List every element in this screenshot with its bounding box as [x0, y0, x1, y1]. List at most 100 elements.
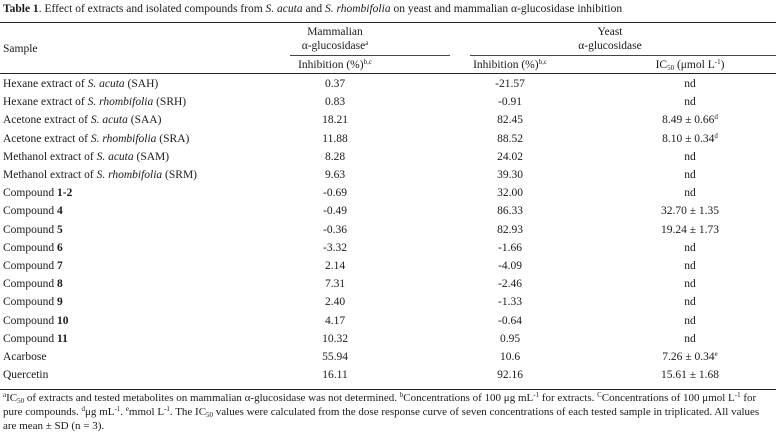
mammalian-inhibition-cell: 0.83	[324, 96, 346, 108]
inhibition-yeast-header: Inhibition (%)b,c	[455, 58, 565, 72]
sample-code: (SAM)	[133, 151, 170, 163]
header-text: α-glucosidase	[301, 40, 366, 52]
ic50-value: nd	[684, 78, 696, 90]
mammalian-inhibition-cell: -0.36	[323, 224, 347, 236]
footnote-marker: d	[714, 113, 718, 121]
footnote-text: . The IC	[169, 406, 207, 418]
ic50-value: nd	[684, 96, 696, 108]
sample-name-text: Compound	[3, 205, 57, 217]
yeast-inhibition-cell: 82.45	[497, 114, 523, 126]
header-line: α-glucosidase	[578, 40, 642, 52]
ic50-cell: 19.24 ± 1.73	[620, 223, 760, 237]
ic50-value: nd	[684, 296, 696, 308]
sample-name-cell: Acetone extract of S. rhombifolia (SRA)	[3, 132, 189, 146]
subscript: 50	[17, 397, 25, 405]
compound-number: 1-2	[57, 187, 73, 199]
yeast-inhibition-cell: -21.57	[495, 78, 525, 90]
footnote-marker: C	[597, 391, 602, 399]
yeast-inhibition-cell: 0.95	[499, 333, 521, 345]
sample-name-text: Compound	[3, 242, 57, 254]
species-name: S. rhombifolia	[96, 169, 163, 181]
ic50-value: nd	[684, 278, 696, 290]
sample-name-cell: Compound 1-2	[3, 186, 72, 200]
species-name: S. rhombifolia	[90, 133, 157, 145]
footnote-text: Concentrations of 100 μg mL	[403, 392, 534, 404]
ic50-cell: nd	[620, 314, 760, 328]
ic50-value: 19.24 ± 1.73	[660, 224, 720, 236]
sample-code: (SRM)	[162, 169, 197, 181]
sample-column-header: Sample	[3, 43, 38, 55]
ic50-cell: nd	[620, 168, 760, 182]
sample-name-cell: Compound 4	[3, 204, 63, 218]
sample-name-cell: Compound 10	[3, 314, 69, 328]
ic50-value: nd	[684, 333, 696, 345]
footnote-text: values were calculated from the dose res…	[3, 406, 760, 432]
yeast-column-header: Yeast α-glucosidase	[520, 25, 700, 53]
compound-number: 8	[57, 278, 63, 290]
sample-name-cell: Hexane extract of S. acuta (SAH)	[3, 77, 158, 91]
caption-species-1: S. acuta	[265, 3, 303, 15]
yeast-inhibition-cell: -0.91	[498, 96, 522, 108]
header-line: Mammalian	[307, 26, 363, 38]
caption-label: Table 1	[3, 3, 39, 15]
sample-name-text: Hexane extract of	[3, 96, 88, 108]
ic50-value: 8.49 ± 0.66	[662, 114, 715, 126]
caption-text: . Effect of extracts and isolated compou…	[38, 3, 266, 15]
sample-name-cell: Methanol extract of S. acuta (SAM)	[3, 150, 169, 164]
footnote-marker: e	[125, 405, 129, 413]
footnote-text: IC	[6, 392, 18, 404]
mammalian-inhibition-cell: 11.88	[322, 133, 348, 145]
footnote-marker: b,c	[538, 58, 547, 66]
footnote-text: for pure compounds.	[3, 392, 757, 418]
ic50-value: nd	[684, 169, 696, 181]
inhibition-mammalian-header: Inhibition (%)b,c	[280, 58, 390, 72]
mammalian-inhibition-cell: 7.31	[324, 278, 346, 290]
yeast-inhibition-cell: -1.66	[498, 242, 522, 254]
sample-name-text: Compound	[3, 260, 57, 272]
header-text: )	[720, 59, 725, 71]
header-text: (μmol L	[674, 59, 715, 71]
ic50-cell: 8.49 ± 0.66d	[620, 113, 760, 127]
mammalian-inhibition-cell: 0.37	[324, 78, 346, 90]
ic50-cell: nd	[620, 186, 760, 200]
mammalian-inhibition-cell: 55.94	[322, 351, 348, 363]
yeast-inhibition-cell: -2.46	[498, 278, 522, 290]
ic50-value: nd	[684, 187, 696, 199]
sample-name-text: Compound	[3, 296, 57, 308]
ic50-value: nd	[684, 151, 696, 163]
yeast-inhibition-cell: 82.93	[497, 224, 523, 236]
compound-number: 4	[57, 205, 63, 217]
yeast-inhibition-cell: 32.00	[497, 187, 523, 199]
table-caption: Table 1. Effect of extracts and isolated…	[3, 3, 622, 15]
mammalian-inhibition-cell: -3.32	[323, 242, 347, 254]
caption-species-2: S. rhombifolia	[324, 3, 391, 15]
caption-text: on yeast and mammalian α-glucosidase inh…	[390, 3, 623, 15]
footnote-text: for extracts.	[539, 392, 598, 404]
yeast-inhibition-cell: 92.16	[497, 369, 523, 381]
ic50-value: nd	[684, 260, 696, 272]
compound-number: 6	[57, 242, 63, 254]
footnote-marker: d	[81, 405, 86, 413]
footnote-marker: b,c	[363, 58, 372, 66]
ic50-cell: nd	[620, 295, 760, 309]
mammalian-inhibition-cell: 8.28	[324, 151, 346, 163]
superscript: -1	[714, 58, 721, 66]
ic50-value: nd	[684, 242, 696, 254]
sample-name-cell: Compound 9	[3, 295, 63, 309]
mammalian-inhibition-cell: 2.40	[324, 296, 346, 308]
footnote-marker: d	[714, 132, 718, 140]
yeast-inhibition-cell: 24.02	[497, 151, 523, 163]
compound-number: 5	[57, 224, 63, 236]
ic50-cell: nd	[620, 259, 760, 273]
mammalian-inhibition-cell: 18.21	[322, 114, 348, 126]
ic50-cell: nd	[620, 77, 760, 91]
table-footnote: aIC50 of extracts and tested metabolites…	[3, 391, 775, 433]
superscript: -1	[164, 405, 170, 413]
yeast-sub-rule	[470, 55, 776, 56]
sample-name-text: Compound	[3, 333, 57, 345]
superscript: -1	[734, 391, 741, 399]
sample-name-text: Methanol extract of	[3, 151, 97, 163]
subscript: 50	[206, 411, 214, 419]
sample-name-cell: Hexane extract of S. rhombifolia (SRH)	[3, 95, 186, 109]
